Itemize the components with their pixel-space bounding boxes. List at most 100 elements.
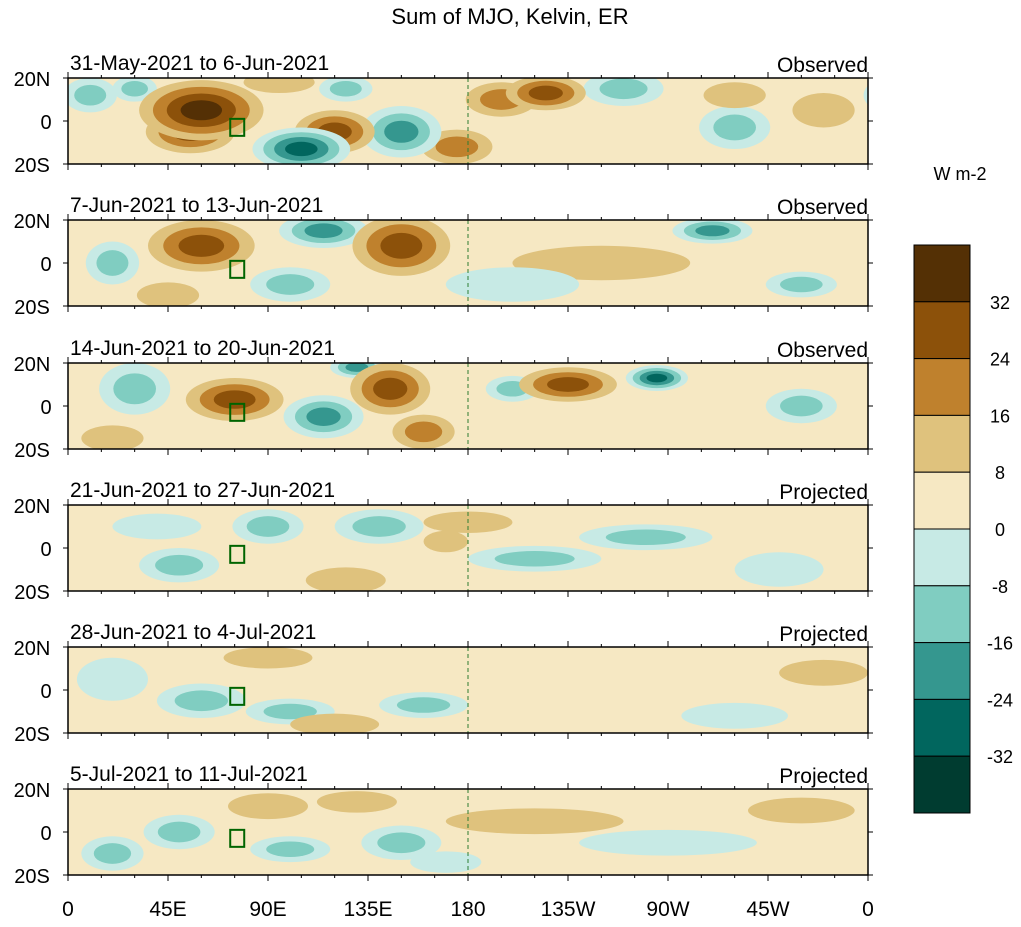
anomaly-contour (445, 267, 580, 302)
anomaly-contour (329, 81, 362, 97)
colorbar-swatch (913, 528, 971, 587)
panel-date-range: 14-Jun-2021 to 20-Jun-2021 (70, 337, 335, 360)
anomaly-contour (0, 277, 23, 292)
anomaly-contour (404, 421, 443, 443)
panel-date-range: 7-Jun-2021 to 13-Jun-2021 (70, 194, 323, 217)
lat-tick-label: 20S (14, 866, 50, 888)
anomaly-contour (921, 81, 948, 96)
chart-title: Sum of MJO, Kelvin, ER (391, 4, 628, 29)
anomaly-contour (681, 702, 789, 729)
region-box (229, 828, 246, 848)
anomaly-contour (779, 659, 868, 686)
lon-tick-label: 90E (249, 898, 286, 921)
anomaly-contour (780, 276, 823, 293)
colorbar-units: W m-2 (934, 164, 987, 184)
lon-tick-label: 180 (450, 898, 485, 921)
region-box (229, 686, 246, 706)
anomaly-contour (423, 530, 468, 553)
anomaly-contour (958, 822, 1001, 843)
anomaly-contour (373, 377, 408, 400)
lat-tick-label: 20N (14, 69, 51, 91)
colorbar-swatch (913, 414, 971, 473)
anomaly-field (0, 647, 868, 733)
anomaly-contour (512, 245, 691, 281)
colorbar-level-label: 0 (995, 520, 1005, 540)
colorbar-swatch (913, 358, 971, 416)
panel-status: Observed (777, 339, 868, 362)
map-panel: 20N 0 20S 31-May-2021 to 6-Jun-2021 Observed (14, 52, 1021, 177)
anomaly-contour (946, 110, 1021, 153)
lon-tick-label: 0 (862, 898, 874, 921)
anomaly-contour (939, 80, 1021, 140)
lat-tick-label: 20N (14, 496, 51, 518)
lat-tick-label: 0 (40, 681, 51, 703)
lat-tick-label: 0 (40, 823, 51, 845)
panel-date-range: 28-Jun-2021 to 4-Jul-2021 (70, 621, 316, 644)
region-box (229, 544, 246, 564)
map-panel: 20N 0 20S 14-Jun-2021 to 20-Jun-2021 Observe… (14, 337, 873, 462)
colorbar-swatch (913, 585, 971, 644)
anomaly-contour (912, 76, 956, 102)
anomaly-contour (243, 78, 315, 94)
anomaly-contour (93, 843, 132, 864)
anomaly-contour (136, 282, 200, 306)
anomaly-contour (81, 425, 144, 449)
anomaly-contour (894, 843, 931, 864)
lat-tick-label: 20S (14, 724, 50, 746)
panel-date-range: 31-May-2021 to 6-Jun-2021 (70, 52, 329, 75)
anomaly-contour (981, 100, 1021, 120)
anomaly-field (0, 220, 1021, 306)
anomaly-contour (74, 84, 107, 106)
anomaly-contour (547, 377, 589, 392)
region-box (229, 402, 246, 422)
lat-tick-label: 20S (14, 440, 50, 462)
anomaly-contour (874, 85, 906, 106)
anomaly-contour (345, 363, 369, 372)
anomaly-field (81, 363, 837, 449)
lon-tick-label: 45W (746, 898, 789, 921)
lon-tick-label: 45E (149, 898, 186, 921)
anomaly-contour (0, 660, 68, 686)
anomaly-contour (178, 234, 225, 257)
anomaly-contour (963, 227, 1021, 264)
anomaly-contour (748, 797, 855, 824)
anomaly-contour (76, 657, 148, 701)
anomaly-contour (228, 793, 308, 820)
anomaly-contour (780, 395, 823, 417)
anomaly-contour (96, 250, 129, 276)
lat-tick-label: 20N (14, 638, 51, 660)
colorbar-swatch (913, 755, 971, 814)
panel-status: Observed (777, 54, 868, 77)
anomaly-contour (953, 87, 1021, 134)
colorbar-swatch (913, 642, 971, 700)
anomaly-contour (266, 841, 315, 857)
anomaly-contour (396, 697, 451, 713)
panel-status: Projected (779, 623, 868, 646)
colorbar-level-label: -16 (987, 634, 1013, 654)
anomaly-contour (223, 647, 313, 669)
panel-status: Projected (779, 765, 868, 788)
anomaly-contour (380, 232, 423, 259)
lat-tick-label: 20N (14, 354, 51, 376)
anomaly-contour (646, 373, 668, 383)
anomaly-contour (113, 373, 156, 405)
anomaly-contour (881, 836, 943, 870)
colorbar-level-label: -32 (987, 747, 1013, 767)
anomaly-contour (304, 223, 343, 239)
anomaly-contour (246, 516, 290, 537)
anomaly-contour (695, 225, 730, 237)
anomaly-contour (266, 274, 315, 295)
colorbar-level-label: -24 (987, 690, 1013, 710)
anomaly-contour (713, 114, 757, 141)
lat-tick-label: 20S (14, 582, 50, 604)
map-panel: 20N 0 20S 5-Jul-2021 to 11-Jul-2021 Projecte… (14, 763, 1015, 888)
colorbar-swatch (913, 698, 971, 757)
x-axis: 0 45E 90E 135E 180 135W 90W 45W 0 (62, 898, 874, 921)
anomaly-contour (944, 815, 1015, 849)
region-box (229, 117, 246, 137)
anomaly-contour (157, 821, 201, 843)
anomaly-field (81, 791, 1015, 873)
colorbar-level-label: -8 (992, 577, 1008, 597)
anomaly-contour (290, 713, 380, 733)
